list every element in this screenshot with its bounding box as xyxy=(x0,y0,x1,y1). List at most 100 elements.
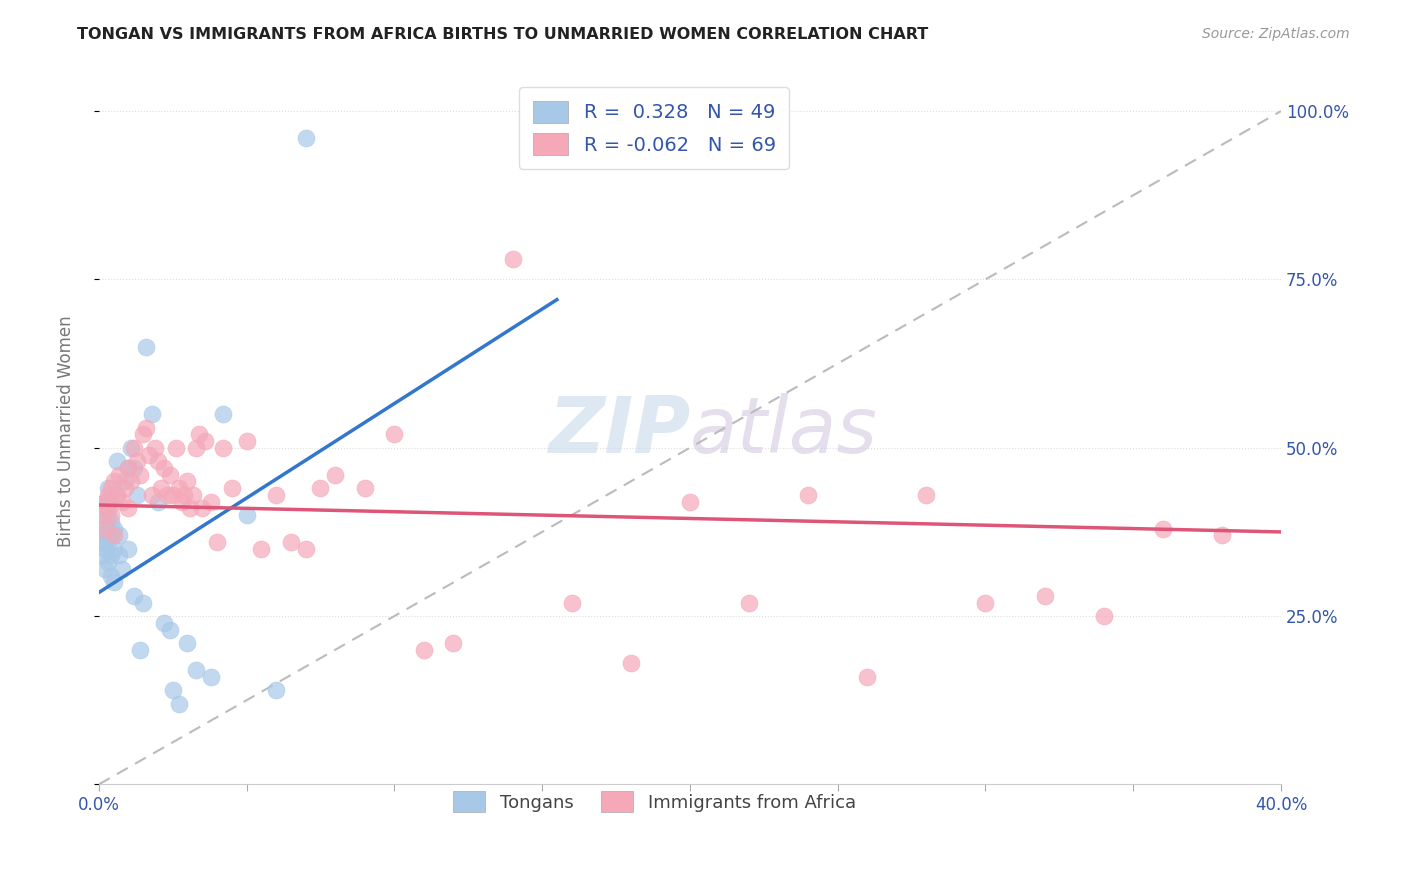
Point xyxy=(129,467,152,482)
Point xyxy=(974,596,997,610)
Point xyxy=(111,562,134,576)
Point xyxy=(97,535,120,549)
Point xyxy=(90,522,112,536)
Point xyxy=(97,555,120,569)
Point xyxy=(176,636,198,650)
Point xyxy=(915,488,938,502)
Point xyxy=(103,575,125,590)
Point xyxy=(143,441,166,455)
Point xyxy=(93,541,115,556)
Point xyxy=(162,488,184,502)
Point xyxy=(280,535,302,549)
Point xyxy=(294,131,316,145)
Text: TONGAN VS IMMIGRANTS FROM AFRICA BIRTHS TO UNMARRIED WOMEN CORRELATION CHART: TONGAN VS IMMIGRANTS FROM AFRICA BIRTHS … xyxy=(77,27,928,42)
Point xyxy=(235,434,257,448)
Point xyxy=(170,494,193,508)
Point xyxy=(186,441,208,455)
Point xyxy=(146,494,169,508)
Point xyxy=(97,522,120,536)
Point xyxy=(561,596,583,610)
Point xyxy=(443,636,465,650)
Point xyxy=(105,454,128,468)
Point xyxy=(188,427,211,442)
Point xyxy=(159,623,181,637)
Point xyxy=(100,515,122,529)
Point xyxy=(141,407,163,421)
Point xyxy=(153,461,176,475)
Text: Source: ZipAtlas.com: Source: ZipAtlas.com xyxy=(1202,27,1350,41)
Point xyxy=(100,508,122,522)
Point xyxy=(97,488,120,502)
Point xyxy=(183,488,205,502)
Point xyxy=(502,252,524,267)
Point xyxy=(120,441,142,455)
Point xyxy=(135,340,157,354)
Point xyxy=(212,441,235,455)
Point xyxy=(122,589,145,603)
Point xyxy=(294,541,316,556)
Point xyxy=(93,528,115,542)
Point xyxy=(146,454,169,468)
Point xyxy=(264,683,287,698)
Point xyxy=(100,528,122,542)
Point xyxy=(1092,609,1115,624)
Point xyxy=(97,508,120,522)
Point xyxy=(679,494,702,508)
Point xyxy=(108,467,131,482)
Point xyxy=(221,481,243,495)
Point xyxy=(117,461,139,475)
Legend: Tongans, Immigrants from Africa: Tongans, Immigrants from Africa xyxy=(440,779,869,825)
Point xyxy=(93,494,115,508)
Point xyxy=(179,501,201,516)
Point xyxy=(117,461,139,475)
Point xyxy=(103,522,125,536)
Point xyxy=(156,488,179,502)
Point xyxy=(129,642,152,657)
Point xyxy=(165,441,187,455)
Point xyxy=(103,475,125,489)
Point xyxy=(97,481,120,495)
Text: ZIP: ZIP xyxy=(547,393,690,469)
Point xyxy=(127,488,149,502)
Point xyxy=(162,683,184,698)
Point xyxy=(309,481,332,495)
Point xyxy=(103,528,125,542)
Point xyxy=(620,657,643,671)
Point xyxy=(114,475,136,489)
Point xyxy=(1033,589,1056,603)
Point xyxy=(100,568,122,582)
Point xyxy=(138,448,160,462)
Point xyxy=(93,508,115,522)
Point xyxy=(127,454,149,468)
Point xyxy=(323,467,346,482)
Point xyxy=(1211,528,1233,542)
Point xyxy=(135,420,157,434)
Point xyxy=(412,642,434,657)
Point xyxy=(108,549,131,563)
Point xyxy=(200,670,222,684)
Point xyxy=(1152,522,1174,536)
Point xyxy=(103,541,125,556)
Point xyxy=(186,663,208,677)
Point xyxy=(100,481,122,495)
Y-axis label: Births to Unmarried Women: Births to Unmarried Women xyxy=(58,315,75,547)
Point xyxy=(176,475,198,489)
Point xyxy=(159,467,181,482)
Point xyxy=(141,488,163,502)
Point xyxy=(100,549,122,563)
Point xyxy=(132,596,155,610)
Point xyxy=(264,488,287,502)
Point xyxy=(105,488,128,502)
Point xyxy=(200,494,222,508)
Point xyxy=(153,615,176,630)
Point xyxy=(738,596,761,610)
Point xyxy=(111,494,134,508)
Point xyxy=(250,541,273,556)
Point xyxy=(117,541,139,556)
Point xyxy=(382,427,405,442)
Point xyxy=(797,488,820,502)
Point xyxy=(97,501,120,516)
Text: atlas: atlas xyxy=(690,393,877,469)
Point xyxy=(97,494,120,508)
Point xyxy=(120,475,142,489)
